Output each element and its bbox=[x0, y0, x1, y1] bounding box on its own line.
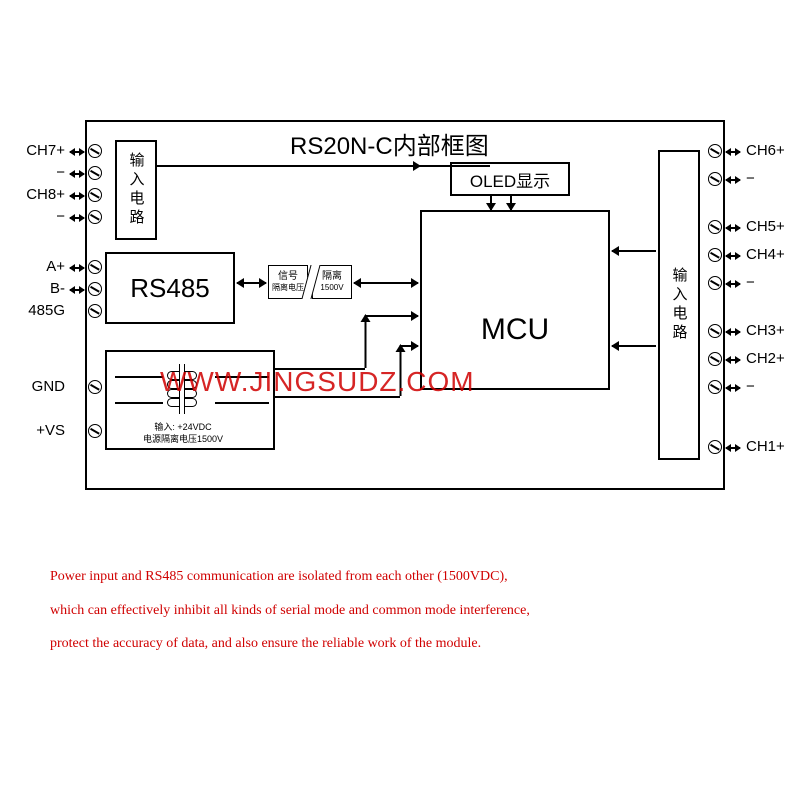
pin-label: 485G bbox=[10, 302, 65, 319]
pin-label: CH5+ bbox=[746, 218, 785, 235]
terminal-screw bbox=[708, 172, 722, 186]
pin-label: +VS bbox=[10, 422, 65, 439]
terminal-screw bbox=[88, 188, 102, 202]
terminal-screw bbox=[88, 304, 102, 318]
pin-label: − bbox=[10, 208, 65, 225]
arrow-inputleft-mcu bbox=[157, 165, 420, 167]
arrow-mcu-inputright-2 bbox=[612, 345, 656, 347]
pin-label: CH1+ bbox=[746, 438, 785, 455]
rs485-block: RS485 bbox=[105, 252, 235, 324]
pin-label: − bbox=[746, 274, 755, 291]
terminal-screw bbox=[708, 220, 722, 234]
terminal-screw bbox=[88, 380, 102, 394]
power-supply-block: 输入: +24VDC 电源隔离电压1500V bbox=[105, 350, 275, 450]
pin-label: CH4+ bbox=[746, 246, 785, 263]
terminal-screw bbox=[88, 210, 102, 224]
pin-label: CH6+ bbox=[746, 142, 785, 159]
block-diagram: RS20N-C内部框图 输入电路 RS485 输入: +24VDC 电源隔离电压… bbox=[60, 120, 750, 490]
pin-label: − bbox=[746, 170, 755, 187]
pin-label: GND bbox=[10, 378, 65, 395]
pin-label: − bbox=[10, 164, 65, 181]
pin-label: CH3+ bbox=[746, 322, 785, 339]
diagram-title: RS20N-C内部框图 bbox=[290, 126, 489, 161]
pin-label: B- bbox=[10, 280, 65, 297]
arrow-mcu-inputright-1 bbox=[612, 250, 656, 252]
terminal-screw bbox=[88, 424, 102, 438]
arrow-psu-mcu-1 bbox=[365, 315, 367, 368]
psu-note: 输入: +24VDC 电源隔离电压1500V bbox=[143, 422, 223, 445]
terminal-screw bbox=[708, 440, 722, 454]
mcu-block: MCU bbox=[420, 210, 610, 390]
arrow-iso-mcu bbox=[354, 282, 418, 284]
input-circuit-right-block: 输入电路 bbox=[658, 150, 700, 460]
terminal-screw bbox=[88, 166, 102, 180]
input-circuit-left-block: 输入电路 bbox=[115, 140, 157, 240]
terminal-screw bbox=[708, 352, 722, 366]
oled-block: OLED显示 bbox=[450, 162, 570, 196]
arrow-inputleft-mcu-drop bbox=[490, 196, 492, 210]
terminal-screw bbox=[708, 144, 722, 158]
terminal-screw bbox=[88, 260, 102, 274]
arrow-rs485-iso bbox=[237, 282, 266, 284]
pin-label: CH7+ bbox=[10, 142, 65, 159]
terminal-screw bbox=[708, 248, 722, 262]
terminal-screw bbox=[88, 144, 102, 158]
terminal-screw bbox=[708, 324, 722, 338]
watermark-text: WWW.JINGSUDZ.COM bbox=[160, 366, 475, 398]
terminal-screw bbox=[708, 276, 722, 290]
arrow-psu-mcu-1b bbox=[365, 315, 418, 317]
caption-text: Power input and RS485 communication are … bbox=[50, 560, 750, 661]
arrow-oled-mcu bbox=[510, 196, 512, 210]
pin-label: A+ bbox=[10, 258, 65, 275]
arrow-psu-mcu-2b bbox=[400, 345, 418, 347]
terminal-screw bbox=[708, 380, 722, 394]
pin-label: CH8+ bbox=[10, 186, 65, 203]
terminal-screw bbox=[88, 282, 102, 296]
pin-label: − bbox=[746, 378, 755, 395]
pin-label: CH2+ bbox=[746, 350, 785, 367]
